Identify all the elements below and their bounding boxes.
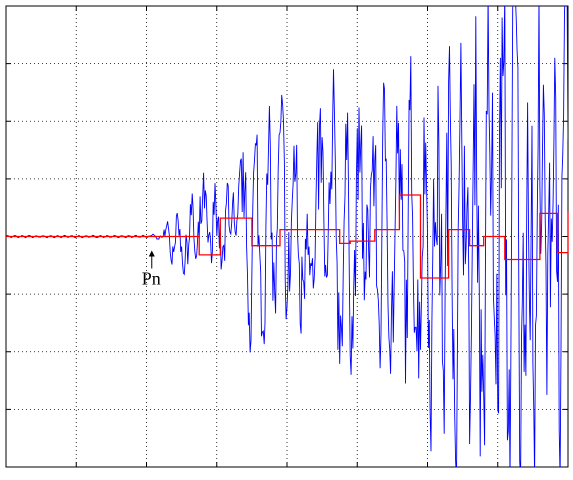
annotation-label: Pn bbox=[142, 269, 161, 289]
annotation: Pn bbox=[142, 250, 161, 289]
annotation-arrow-head bbox=[148, 250, 155, 257]
red-step-series bbox=[6, 194, 569, 279]
series-lines bbox=[6, 6, 569, 467]
